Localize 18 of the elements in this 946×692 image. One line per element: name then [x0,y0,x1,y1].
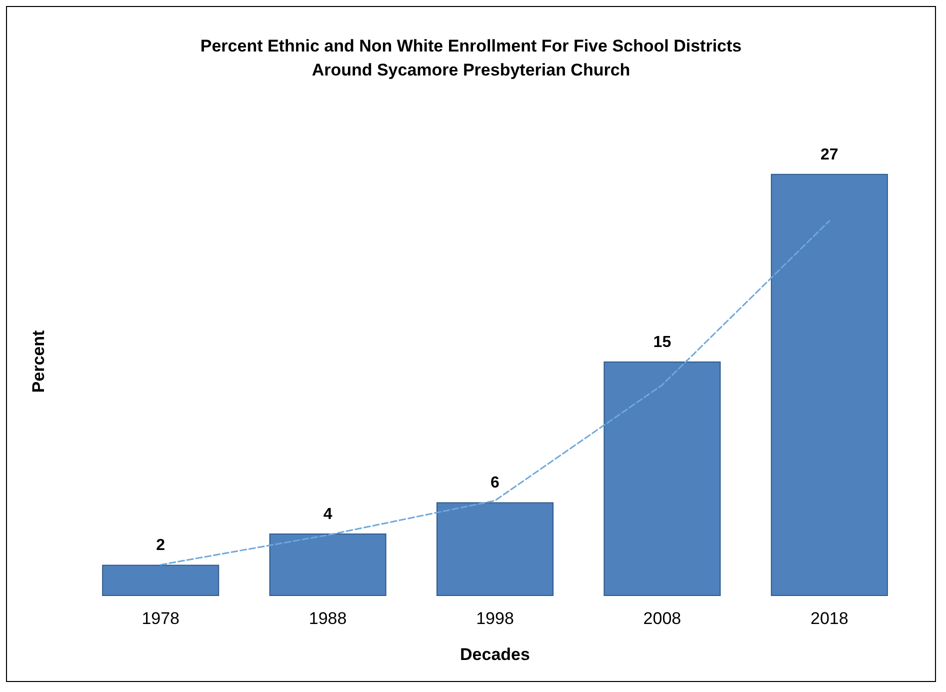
x-tick-label: 1978 [142,609,180,628]
data-label: 15 [653,334,672,351]
bar [604,362,721,596]
x-axis-title: Decades [460,645,530,664]
bar [436,502,554,596]
data-label: 6 [490,474,500,492]
data-label: 4 [323,506,332,523]
x-tick-label: 2018 [810,609,848,628]
x-tick-label: 1998 [476,609,514,628]
x-tick-label: 2008 [643,609,682,628]
bar [269,533,386,596]
bar [102,564,220,596]
x-tick-label: 1988 [308,609,347,628]
data-label: 2 [156,537,166,554]
data-label: 27 [820,146,838,164]
y-axis-title: Percent [29,330,48,393]
chart-title: Percent Ethnic and Non White Enrollment For Five School Districts Around Sycamore Presbyterian Church [200,36,742,80]
bar [770,174,888,596]
